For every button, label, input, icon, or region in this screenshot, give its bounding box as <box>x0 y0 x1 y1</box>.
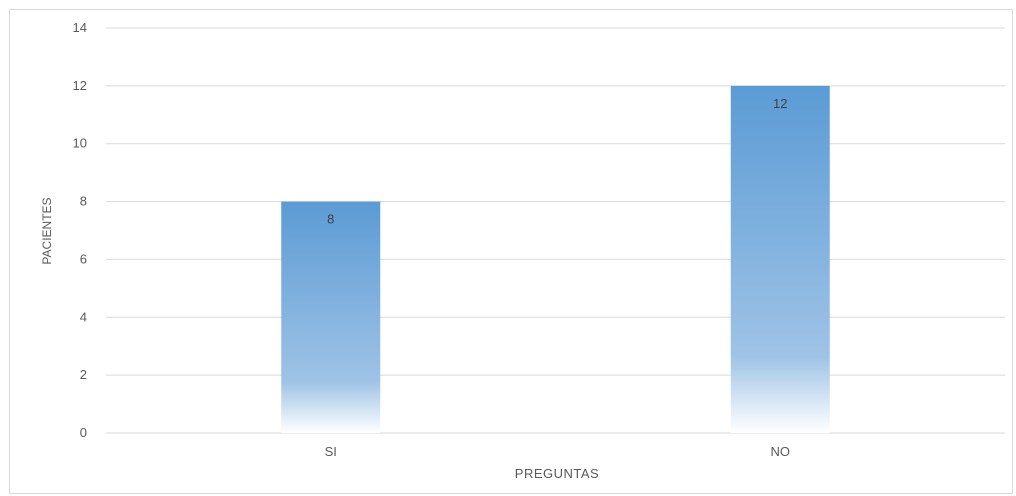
y-tick-label: 14 <box>73 20 87 35</box>
data-label-no: 12 <box>773 96 787 111</box>
gridlines <box>106 27 1005 434</box>
y-tick-label: 12 <box>73 78 87 93</box>
y-axis-label: PACIENTES <box>40 197 54 264</box>
y-tick-label: 2 <box>80 367 87 382</box>
x-axis-ticks: SI NO <box>325 444 790 459</box>
y-tick-label: 10 <box>73 136 87 151</box>
x-tick-label: SI <box>325 444 337 459</box>
y-tick-label: 6 <box>80 251 87 266</box>
bar-si <box>281 201 381 433</box>
x-tick-label: NO <box>771 444 791 459</box>
data-label-si: 8 <box>327 212 334 227</box>
y-tick-label: 4 <box>80 309 87 324</box>
y-axis-ticks: 0 2 4 6 8 10 12 14 <box>73 20 87 440</box>
x-axis-label: PREGUNTAS <box>515 466 599 481</box>
bar-no <box>730 85 830 433</box>
bars: 8 12 <box>281 85 830 433</box>
y-tick-label: 8 <box>80 194 87 209</box>
y-tick-label: 0 <box>80 425 87 440</box>
